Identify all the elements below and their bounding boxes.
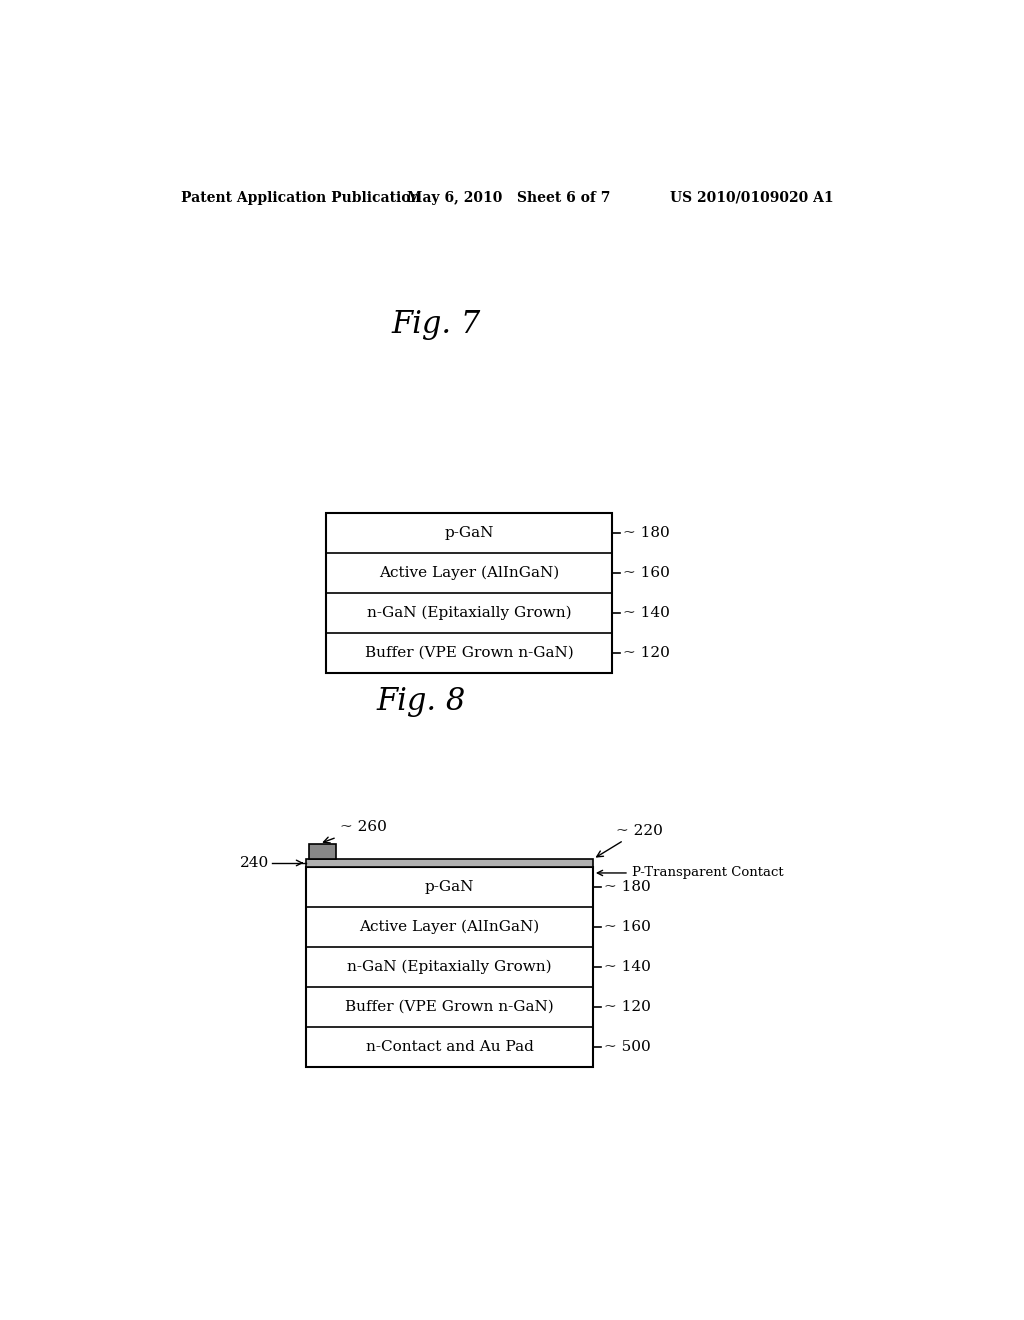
Text: ~ 160: ~ 160 <box>604 920 650 933</box>
Text: ~ 180: ~ 180 <box>624 525 670 540</box>
Text: n-GaN (Epitaxially Grown): n-GaN (Epitaxially Grown) <box>367 606 571 620</box>
Text: ~ 500: ~ 500 <box>604 1040 650 1053</box>
Text: n-GaN (Epitaxially Grown): n-GaN (Epitaxially Grown) <box>347 960 552 974</box>
Bar <box>306 859 593 867</box>
Text: Fig. 7: Fig. 7 <box>391 309 480 339</box>
Text: Fig. 8: Fig. 8 <box>376 686 465 717</box>
Text: Active Layer (AlInGaN): Active Layer (AlInGaN) <box>359 920 540 935</box>
Text: ~ 140: ~ 140 <box>624 606 670 619</box>
Text: ~ 180: ~ 180 <box>604 880 650 894</box>
Text: Patent Application Publication: Patent Application Publication <box>180 190 420 205</box>
Text: Active Layer (AlInGaN): Active Layer (AlInGaN) <box>379 565 559 579</box>
Text: n-Contact and Au Pad: n-Contact and Au Pad <box>366 1040 534 1053</box>
Text: ~ 120: ~ 120 <box>604 1001 650 1014</box>
Text: May 6, 2010   Sheet 6 of 7: May 6, 2010 Sheet 6 of 7 <box>407 190 610 205</box>
Text: p-GaN: p-GaN <box>444 525 494 540</box>
Text: P-Transparent Contact: P-Transparent Contact <box>597 866 783 879</box>
Text: p-GaN: p-GaN <box>425 880 474 894</box>
Text: ~ 160: ~ 160 <box>624 566 670 579</box>
Bar <box>326 512 612 673</box>
Text: Buffer (VPE Grown n-GaN): Buffer (VPE Grown n-GaN) <box>365 645 573 660</box>
Text: ~ 120: ~ 120 <box>624 645 670 660</box>
Bar <box>306 867 593 1067</box>
Bar <box>308 843 336 859</box>
Text: Buffer (VPE Grown n-GaN): Buffer (VPE Grown n-GaN) <box>345 1001 554 1014</box>
Text: 240: 240 <box>240 855 269 870</box>
Text: US 2010/0109020 A1: US 2010/0109020 A1 <box>671 190 835 205</box>
Text: ~ 220: ~ 220 <box>597 824 664 857</box>
Text: ~ 140: ~ 140 <box>604 960 650 974</box>
Text: ~ 260: ~ 260 <box>324 821 386 843</box>
